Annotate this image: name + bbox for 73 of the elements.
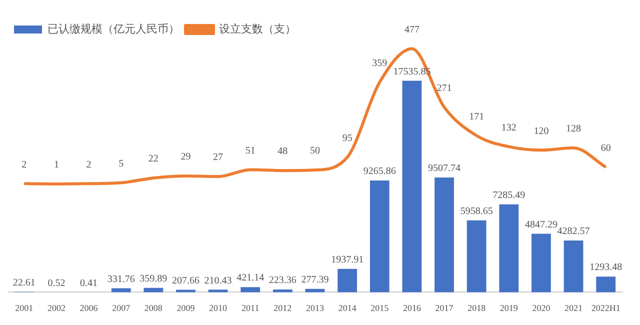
x-tick-label: 2018 xyxy=(468,302,486,313)
data-label: 2 xyxy=(86,159,92,170)
x-tick-label: 2016 xyxy=(402,302,422,313)
x-tick-label: 2009 xyxy=(176,302,196,313)
data-label: 48 xyxy=(278,146,288,158)
data-label: 29 xyxy=(180,152,191,163)
data-label: 271 xyxy=(436,82,452,94)
bar xyxy=(402,80,422,292)
x-tick-label: 2021 xyxy=(564,302,583,313)
data-label: 5 xyxy=(118,158,124,170)
data-label: 210.43 xyxy=(204,275,232,286)
x-tick-label: 2010 xyxy=(209,302,228,313)
data-label: 51 xyxy=(245,145,256,156)
data-label: 128 xyxy=(566,123,582,134)
data-label: 9507.74 xyxy=(428,163,461,174)
data-label: 50 xyxy=(310,146,320,157)
data-label: 359 xyxy=(372,58,388,69)
x-tick-label: 2001 xyxy=(15,302,34,313)
data-label: 22 xyxy=(148,154,158,165)
bar xyxy=(434,178,454,292)
data-label: 27 xyxy=(213,152,224,164)
x-tick-label: 2014 xyxy=(338,302,357,313)
bar xyxy=(338,268,358,292)
x-tick-label: 2022H1 xyxy=(591,302,620,313)
bar xyxy=(532,234,551,292)
data-label: 223.36 xyxy=(268,275,296,286)
bar xyxy=(596,276,616,292)
data-label: 359.89 xyxy=(140,273,168,284)
data-label: 421.14 xyxy=(236,272,264,284)
data-label: 4282.57 xyxy=(557,226,590,238)
data-label: 9265.86 xyxy=(363,166,396,178)
data-label: 132 xyxy=(501,122,516,134)
x-tick-label: 2015 xyxy=(370,302,390,313)
data-label: 331.76 xyxy=(107,274,135,285)
bar xyxy=(466,220,486,292)
bar xyxy=(272,290,292,292)
x-tick-label: 2011 xyxy=(242,302,260,313)
data-label: 4847.29 xyxy=(524,219,558,230)
data-label: 60 xyxy=(600,142,611,154)
bar xyxy=(564,240,584,292)
data-label: 7285.49 xyxy=(492,190,526,201)
data-label: 477 xyxy=(404,24,420,36)
bar xyxy=(370,180,390,292)
bar xyxy=(499,204,519,292)
data-label: 171 xyxy=(469,111,484,122)
bar xyxy=(240,287,260,292)
x-tick-label: 2007 xyxy=(112,302,131,313)
legend-label: 已认缴规模（亿元人民币） xyxy=(48,22,180,36)
x-tick-label: 2013 xyxy=(306,302,324,313)
x-tick-label: 2019 xyxy=(500,302,518,313)
data-label: 0.52 xyxy=(48,278,66,289)
data-label: 0.41 xyxy=(80,278,98,289)
x-tick-label: 2008 xyxy=(144,302,163,313)
data-label: 277.39 xyxy=(301,274,329,286)
legend-label: 设立支数（支） xyxy=(219,22,296,36)
data-label: 2 xyxy=(22,159,27,170)
data-label: 22.61 xyxy=(12,278,36,289)
data-label: 95 xyxy=(342,132,352,144)
data-label: 1937.91 xyxy=(331,254,364,266)
x-tick-label: 2002 xyxy=(47,302,66,313)
data-label: 1 xyxy=(54,160,59,171)
data-label: 120 xyxy=(534,126,549,137)
bar xyxy=(208,290,228,292)
data-label: 207.66 xyxy=(172,275,200,286)
x-tick-label: 2017 xyxy=(435,302,454,313)
data-label: 5958.65 xyxy=(460,206,493,217)
x-tick-label: 2020 xyxy=(532,302,551,313)
data-label: 1293.48 xyxy=(590,262,622,274)
bar xyxy=(176,290,196,292)
x-tick-label: 2012 xyxy=(274,302,292,313)
bar xyxy=(144,288,164,292)
x-tick-label: 2006 xyxy=(80,302,98,313)
bar xyxy=(111,288,131,292)
